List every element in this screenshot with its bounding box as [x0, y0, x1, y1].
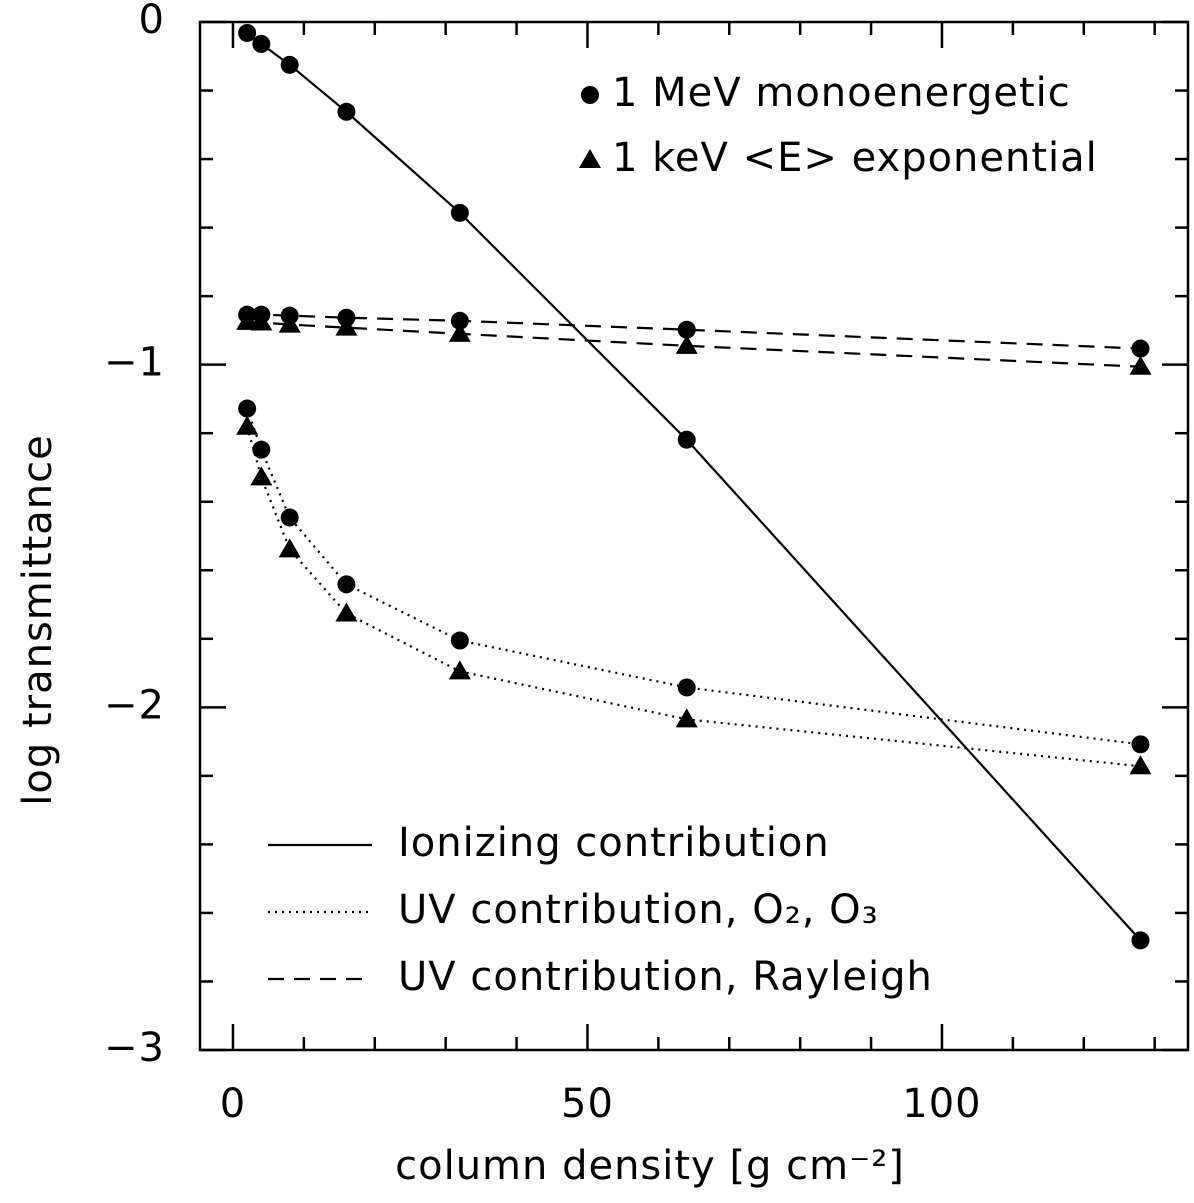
circle-marker: [337, 102, 356, 121]
y-tick-label: 0: [139, 0, 165, 43]
x-tick-label: 50: [561, 1081, 614, 1127]
legend-label: UV contribution, Rayleigh: [398, 954, 933, 1000]
x-tick-label: 0: [220, 1081, 246, 1127]
series-line: [246, 408, 1141, 746]
triangle-marker: [236, 310, 259, 330]
series-line: [246, 426, 1141, 768]
triangle-marker: [1129, 355, 1152, 375]
circle-marker: [280, 508, 299, 527]
triangle-marker: [448, 660, 471, 680]
circle-marker: [1131, 735, 1150, 754]
circle-marker: [238, 399, 257, 418]
triangle-marker: [278, 538, 301, 558]
circle-marker: [1131, 339, 1150, 358]
legend-label: UV contribution, O₂, O₃: [398, 887, 879, 933]
x-tick-label: 100: [902, 1081, 981, 1127]
triangle-marker: [579, 149, 601, 168]
circle-marker: [450, 631, 469, 650]
triangle-marker: [675, 708, 698, 728]
plot-frame: [198, 20, 1190, 1052]
circle-marker: [677, 430, 696, 449]
triangle-marker: [1129, 755, 1152, 775]
circle-marker: [677, 678, 696, 697]
circle-marker: [450, 311, 469, 330]
y-axis-label: log transmittance: [15, 434, 61, 805]
circle-marker: [280, 55, 299, 74]
circle-marker: [252, 34, 271, 53]
triangle-marker: [335, 316, 358, 336]
triangle-marker: [250, 311, 273, 331]
triangle-marker: [335, 602, 358, 622]
circle-marker: [337, 575, 356, 594]
triangle-marker: [250, 466, 273, 486]
x-axis-label: column density [g cm⁻²]: [395, 1143, 905, 1189]
legend-label: 1 keV <E> exponential: [612, 135, 1098, 181]
triangle-marker: [448, 322, 471, 342]
circle-marker: [581, 86, 599, 104]
legend-label: 1 MeV monoenergetic: [612, 70, 1071, 116]
y-tick-label: −1: [104, 340, 165, 386]
legend-label: Ionizing contribution: [398, 820, 830, 866]
circle-marker: [252, 440, 271, 459]
circle-marker: [238, 23, 257, 42]
circle-marker: [677, 320, 696, 339]
y-tick-label: −3: [104, 1025, 165, 1071]
triangle-marker: [236, 415, 259, 435]
triangle-marker: [278, 313, 301, 333]
circle-marker: [450, 203, 469, 222]
circle-marker: [1131, 931, 1150, 950]
y-tick-label: −2: [104, 682, 165, 728]
triangle-marker: [675, 334, 698, 354]
